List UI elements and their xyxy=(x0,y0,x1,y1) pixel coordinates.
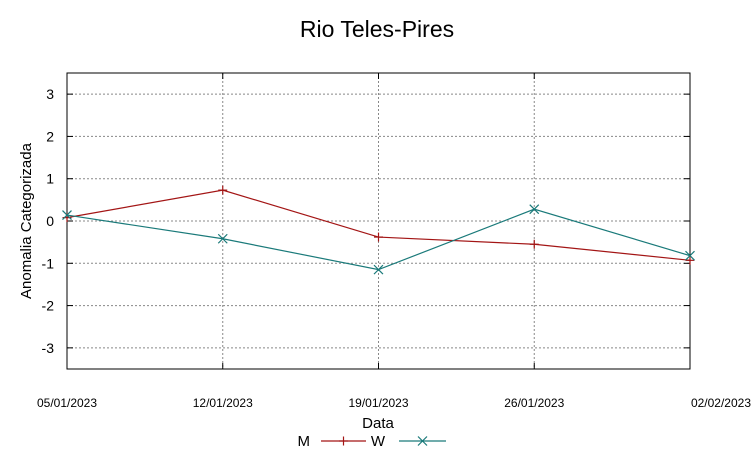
series-layer xyxy=(62,185,695,275)
x-tick-label: 12/01/2023 xyxy=(193,396,253,410)
data-point-W xyxy=(217,233,228,244)
chart-title: Rio Teles-Pires xyxy=(300,16,454,42)
data-point-M xyxy=(529,239,539,249)
y-tick-label: -3 xyxy=(42,340,55,356)
x-tick-label: 19/01/2023 xyxy=(348,396,408,410)
legend-marker-M xyxy=(339,436,348,446)
data-point-W xyxy=(373,264,384,275)
y-axis-label: Anomalia Categorizada xyxy=(18,142,35,299)
y-tick-label: 2 xyxy=(46,128,54,144)
x-tick-label: 05/01/2023 xyxy=(37,396,97,410)
y-tick-label: -1 xyxy=(42,255,55,271)
legend-label-M: M xyxy=(298,433,311,450)
y-tick-label: 0 xyxy=(46,213,54,229)
y-tick-label: 1 xyxy=(46,171,54,187)
x-tick-label: 02/02/2023 xyxy=(691,396,751,410)
legend-label-W: W xyxy=(371,433,386,450)
y-tick-label: 3 xyxy=(46,86,54,102)
data-point-M xyxy=(218,185,228,195)
data-point-M xyxy=(374,232,383,242)
x-axis-label: Data xyxy=(362,415,394,432)
data-point-W xyxy=(685,250,695,261)
y-axis: 3 2 1 0 -1 -2 -3 xyxy=(42,86,690,356)
x-tick-label: 26/01/2023 xyxy=(504,396,564,410)
legend-marker-W xyxy=(417,436,428,446)
data-point-W xyxy=(529,204,540,215)
x-axis: 05/01/2023 12/01/2023 19/01/2023 26/01/2023… xyxy=(37,73,751,410)
data-point-W xyxy=(62,210,72,221)
data-point-M xyxy=(685,255,695,265)
y-tick-label: -2 xyxy=(42,298,55,314)
grid-lines xyxy=(67,73,690,369)
